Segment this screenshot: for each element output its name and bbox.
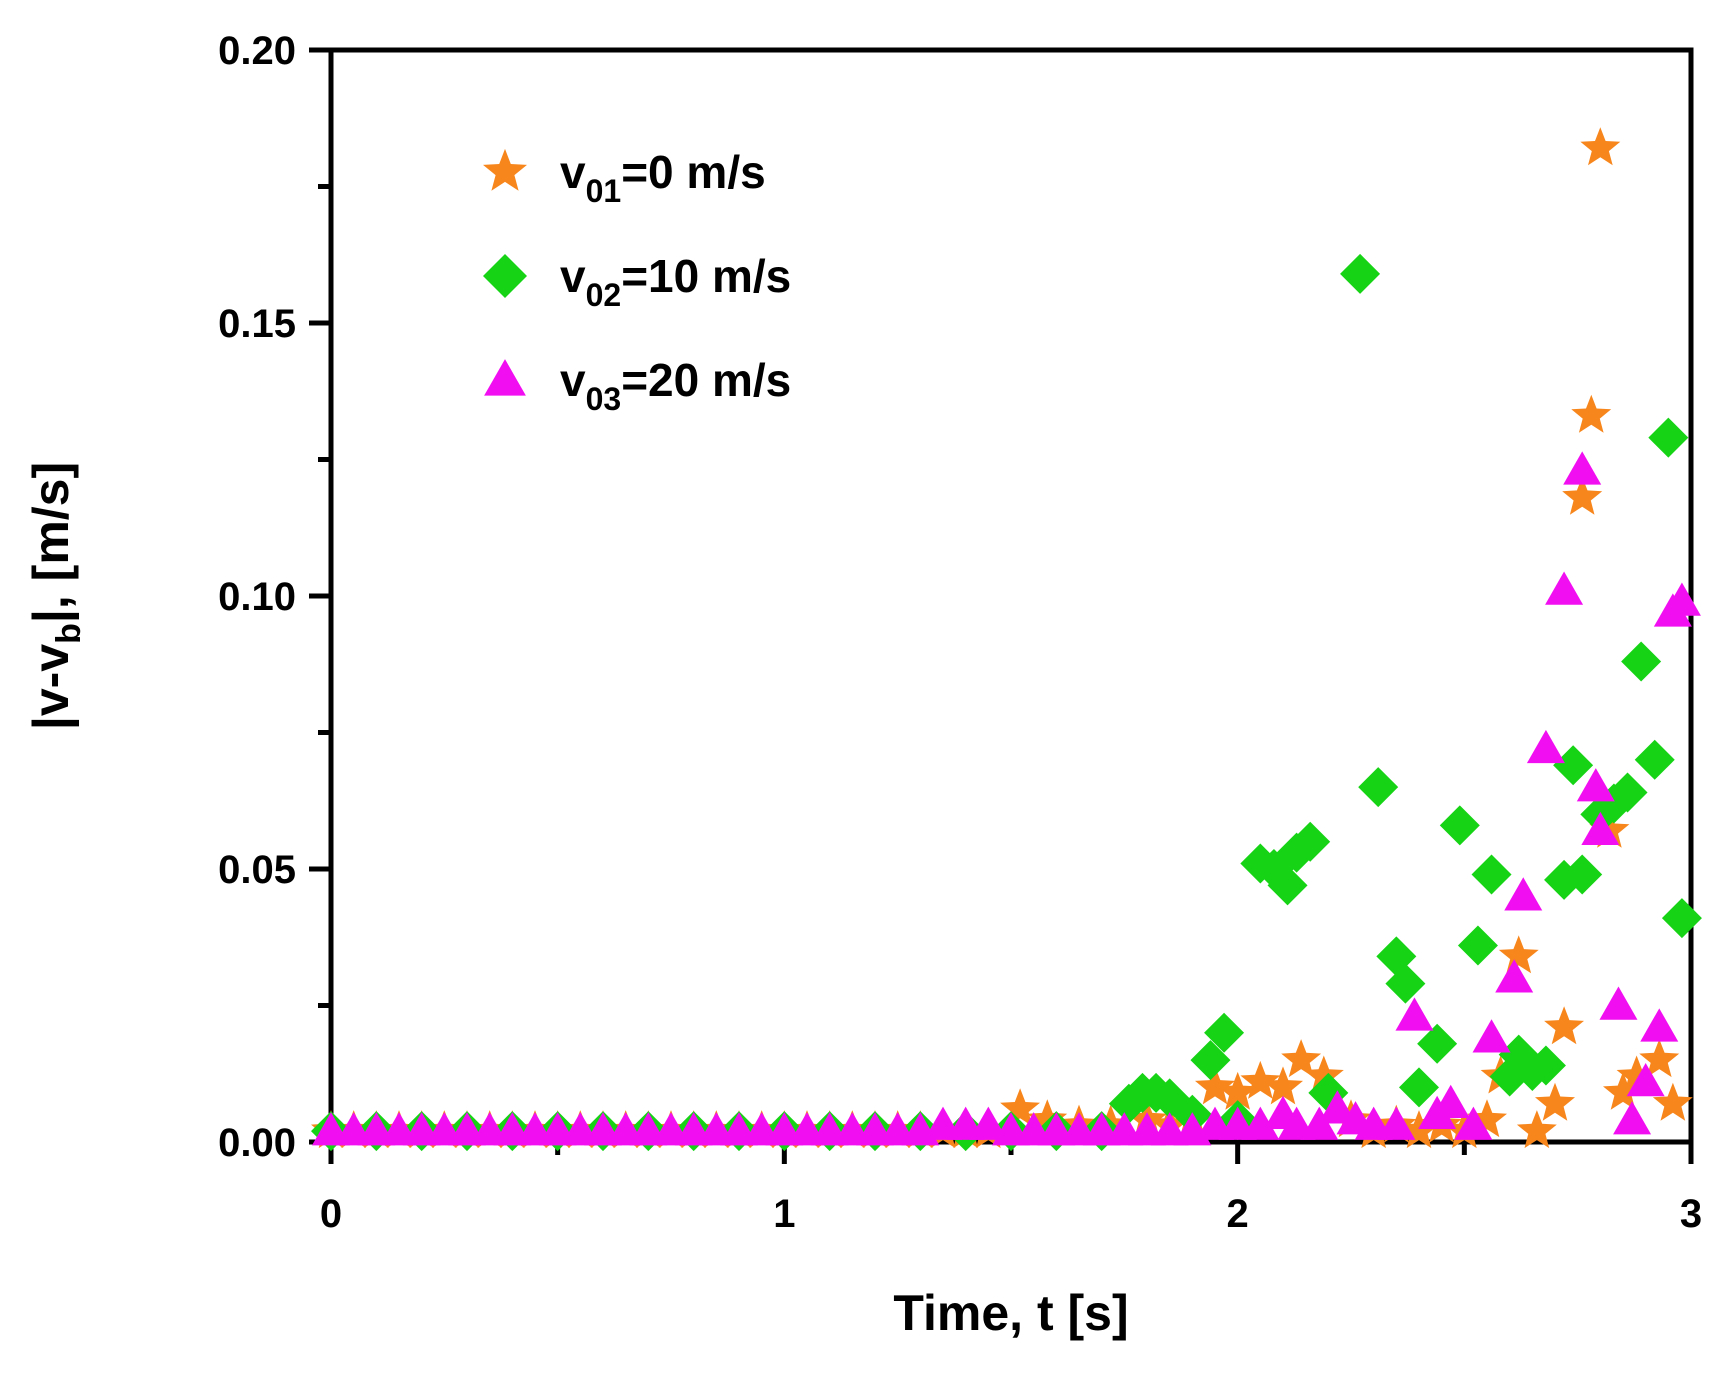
y-tick-label: 0.15 (218, 302, 296, 346)
data-point-triangle (1472, 1019, 1511, 1053)
data-point-triangle (1545, 571, 1584, 605)
data-point-star (1467, 1099, 1507, 1138)
series-triangle (312, 451, 1701, 1146)
data-point-triangle (1395, 997, 1434, 1031)
data-point-triangle (1454, 1106, 1493, 1140)
x-tick-label: 2 (1227, 1192, 1249, 1236)
legend-label-main: v (560, 250, 586, 302)
data-point-diamond (1358, 767, 1399, 808)
legend-label-main: v (560, 354, 586, 406)
data-point-diamond (1471, 854, 1512, 895)
data-point-star (1303, 1055, 1344, 1094)
data-point-diamond (1290, 821, 1331, 862)
data-point-diamond (1204, 1012, 1245, 1053)
data-point-diamond (1525, 1045, 1566, 1086)
legend-marker-triangle (484, 359, 526, 396)
data-point-diamond (1417, 1023, 1458, 1064)
data-point-diamond (1267, 865, 1308, 906)
y-tick-label: 0.00 (218, 1121, 296, 1165)
legend-label: v01=0 m/s (560, 146, 766, 209)
data-point-triangle (1576, 768, 1615, 802)
data-point-star (1639, 1039, 1680, 1078)
y-tick-label: 0.05 (218, 848, 296, 892)
legend-label-main: v (560, 146, 586, 198)
y-tick-label: 0.10 (218, 575, 296, 619)
data-point-diamond (1661, 898, 1702, 939)
legend-item: v01=0 m/s (483, 146, 766, 209)
data-point-triangle (1504, 877, 1543, 911)
plot-frame (328, 47, 1694, 1145)
data-point-triangle (1640, 1008, 1679, 1042)
data-point-diamond (1340, 253, 1381, 294)
data-point-triangle (1495, 959, 1534, 993)
legend-label-tail: =0 m/s (621, 146, 766, 198)
data-markers (311, 127, 1702, 1152)
data-point-star (1263, 1066, 1303, 1105)
x-tick-label: 0 (320, 1192, 342, 1236)
data-point-star (1580, 127, 1621, 166)
data-point-triangle (1613, 1101, 1652, 1135)
data-point-diamond (1621, 641, 1662, 682)
data-point-diamond (1190, 1040, 1231, 1081)
data-point-diamond (1634, 739, 1675, 780)
data-point-star (1217, 1071, 1258, 1110)
data-point-triangle (1241, 1106, 1280, 1140)
legend-label-sub: 01 (586, 173, 622, 209)
legend-label-sub: 03 (586, 381, 622, 417)
data-point-star (1652, 1082, 1693, 1121)
data-point-star (1498, 935, 1539, 974)
axes: 0 1 2 30.000.050.100.150.20 (218, 29, 1702, 1236)
data-point-diamond (1648, 417, 1689, 458)
data-point-star (1571, 394, 1612, 433)
data-point-triangle (1526, 729, 1565, 764)
y-tick-label: 0.20 (218, 29, 296, 73)
legend-label-tail: =20 m/s (621, 354, 791, 406)
data-point-diamond (1553, 745, 1594, 786)
y-axis-title-sub: b (50, 623, 88, 644)
legend-label: v02=10 m/s (560, 250, 791, 313)
data-point-triangle (1662, 582, 1701, 616)
data-point-triangle (1563, 451, 1602, 485)
data-point-diamond (1562, 854, 1603, 895)
legend-label-tail: =10 m/s (621, 250, 791, 302)
data-point-star (1000, 1088, 1040, 1127)
data-point-diamond (1607, 772, 1648, 813)
data-point-star (1195, 1066, 1235, 1105)
x-tick-label: 1 (773, 1192, 795, 1236)
y-axis-title-tail: |, [m/s] (23, 462, 80, 623)
data-point-star (1562, 476, 1603, 515)
data-point-star (1516, 1110, 1557, 1149)
data-point-triangle (1318, 1090, 1357, 1124)
data-point-triangle (1377, 1106, 1416, 1140)
data-point-diamond (1385, 963, 1426, 1004)
data-point-star (1544, 1006, 1584, 1045)
data-point-triangle (1431, 1084, 1470, 1119)
data-point-diamond (1439, 805, 1480, 846)
data-point-star (1535, 1082, 1575, 1121)
data-point-diamond (1399, 1067, 1439, 1108)
data-point-star (1281, 1039, 1322, 1078)
data-point-star (1399, 1110, 1439, 1149)
data-point-triangle (1626, 1062, 1665, 1097)
legend-label-sub: 02 (586, 277, 622, 313)
y-axis-title: |v-vb|, [m/s] (23, 462, 88, 730)
x-tick-label: 3 (1680, 1192, 1702, 1236)
data-point-triangle (969, 1106, 1008, 1140)
data-point-star (1240, 1060, 1281, 1099)
x-axis-title: Time, t [s] (893, 1285, 1128, 1341)
y-axis-title-main: |v-v (23, 644, 80, 730)
legend-label: v03=20 m/s (560, 354, 791, 417)
data-point-triangle (1599, 986, 1638, 1020)
data-point-triangle (1581, 811, 1620, 846)
data-point-star (1603, 1071, 1643, 1110)
legend-item: v02=10 m/s (483, 250, 791, 313)
legend-marker-diamond (483, 254, 527, 298)
data-point-diamond (1457, 925, 1498, 966)
legend-marker-star (483, 148, 527, 191)
data-point-star (1616, 1055, 1657, 1094)
legend-item: v03=20 m/s (484, 354, 791, 417)
data-point-star (1027, 1099, 1068, 1138)
